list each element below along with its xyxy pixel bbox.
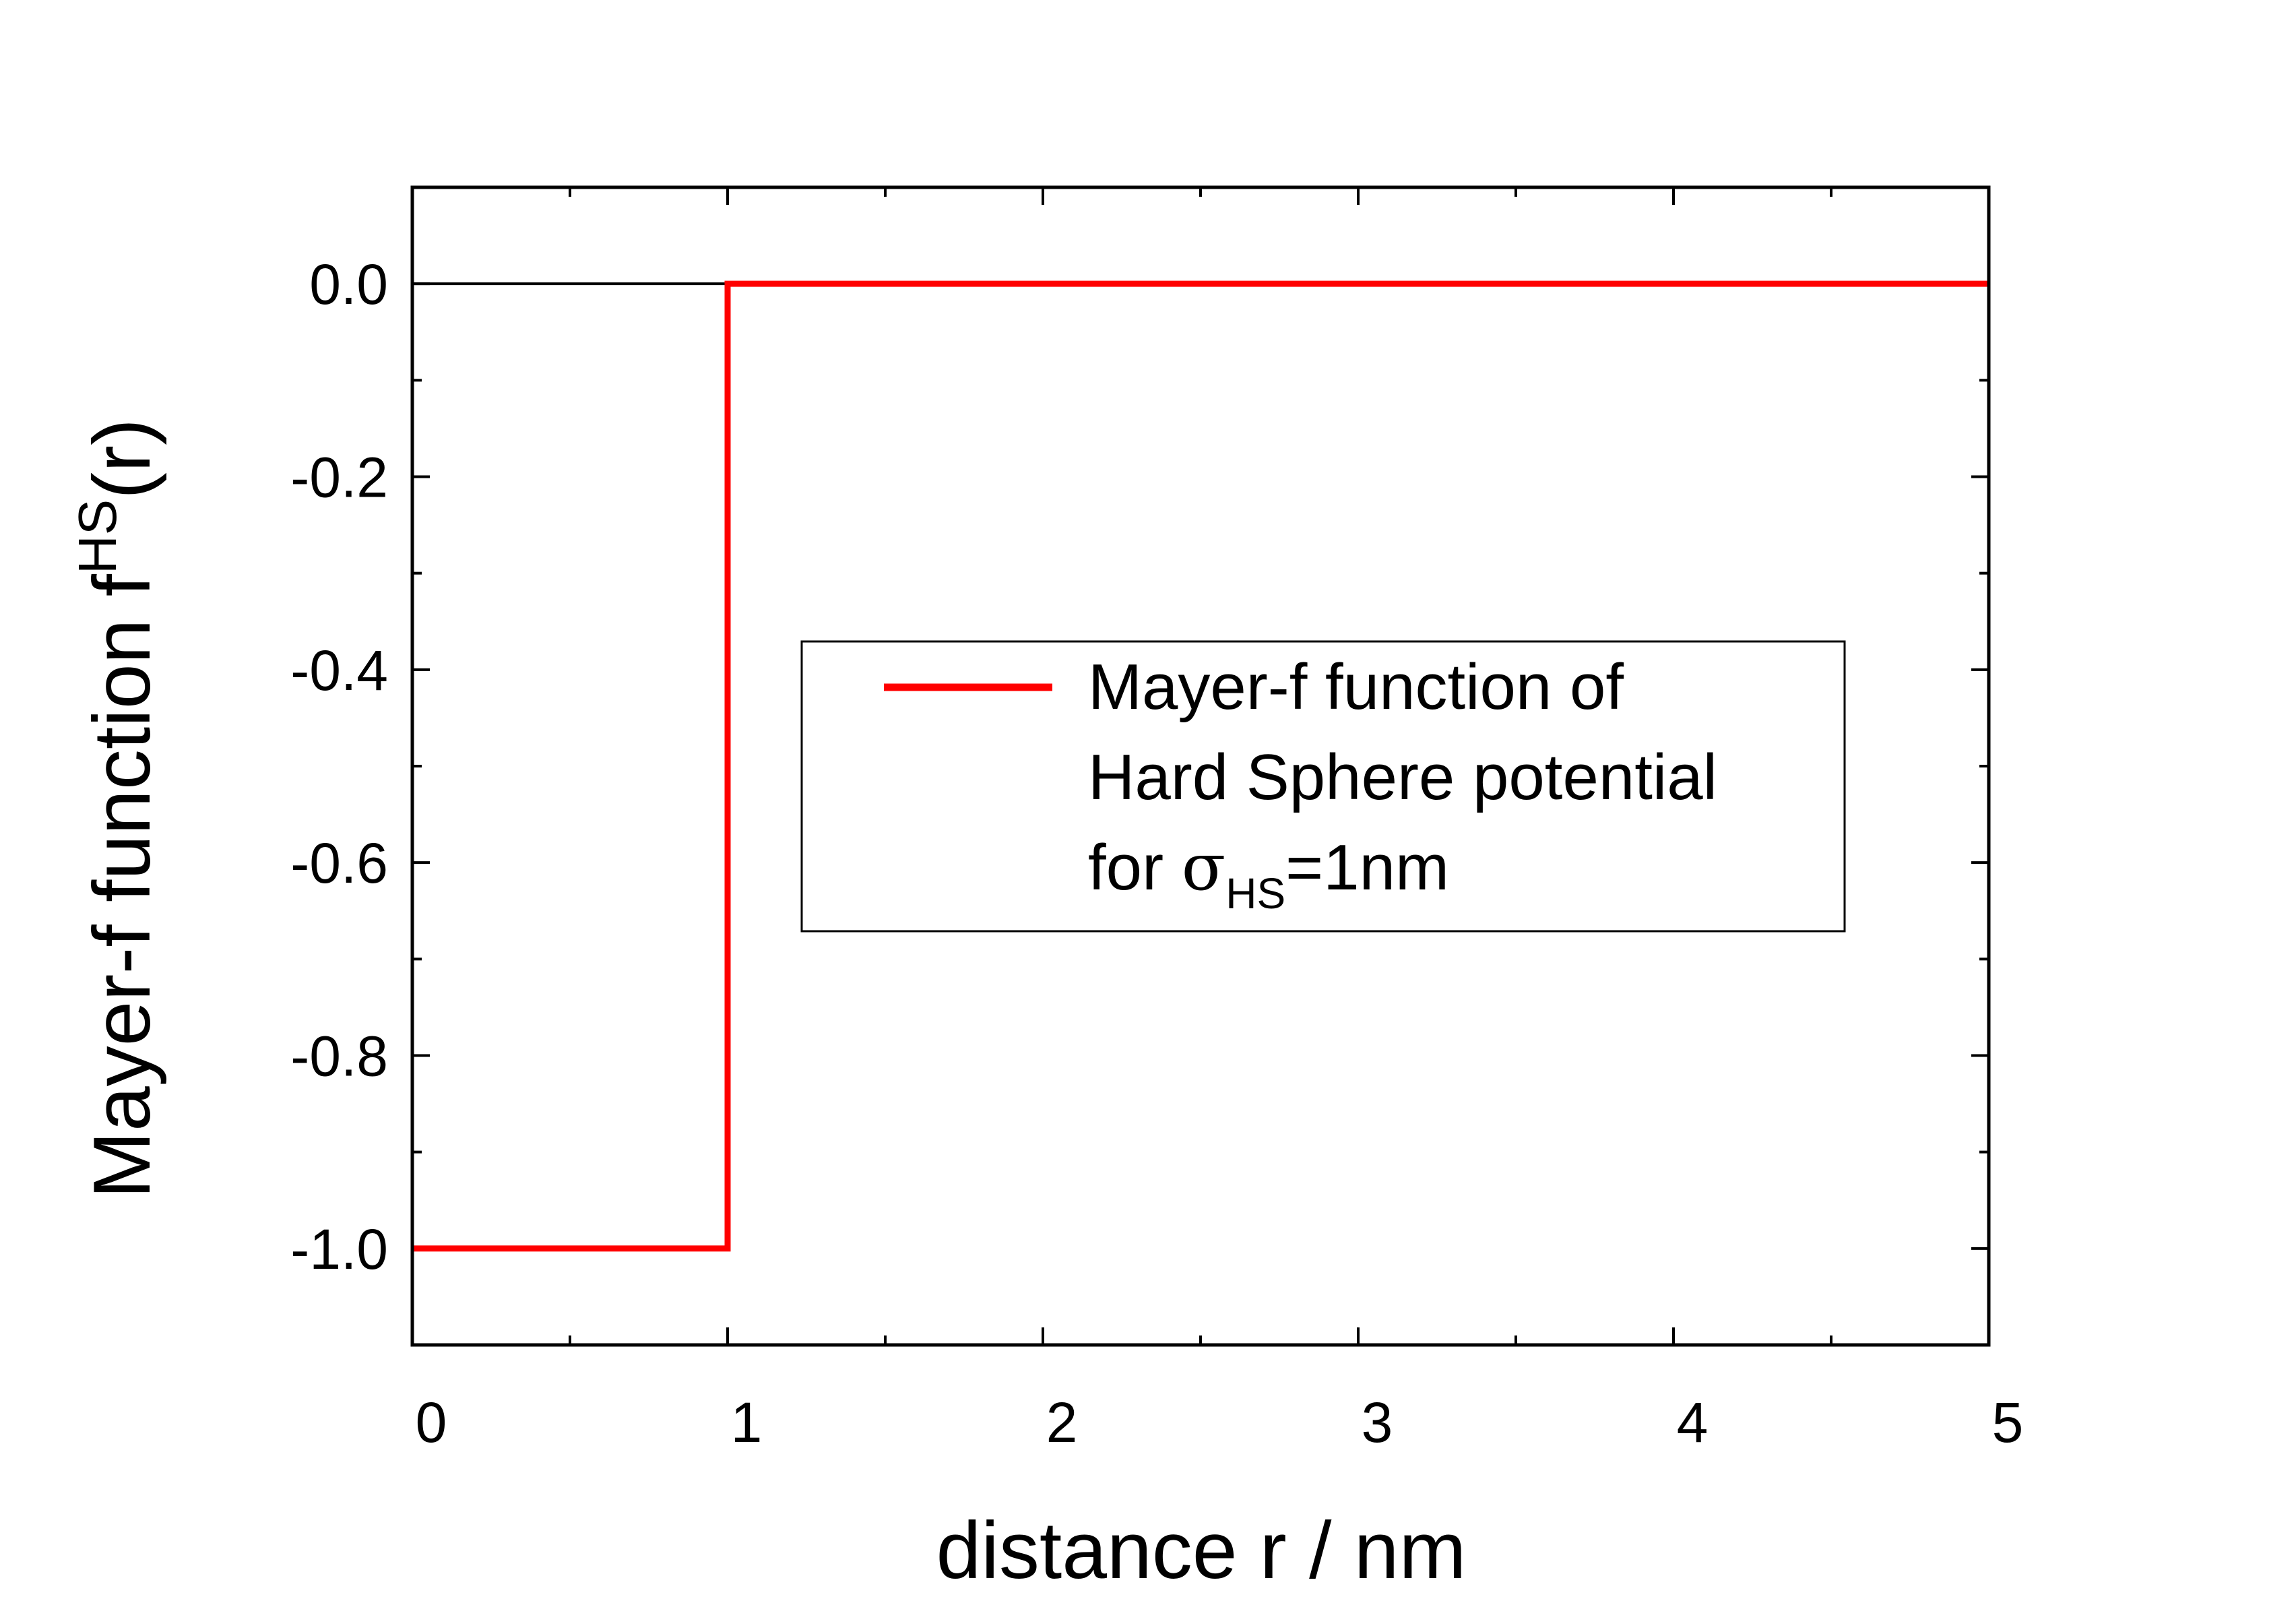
- y-axis-title: Mayer-f function fHS(r): [67, 418, 167, 1199]
- legend-sigma-subscript: HS: [1225, 869, 1285, 918]
- legend-line-3: for σHS=1nm: [1088, 829, 1449, 918]
- x-tick-label: 5: [1992, 1391, 2024, 1454]
- x-tick-labels: 0 1 2 3 4 5: [416, 1391, 2024, 1454]
- legend-line-3-suffix: =1nm: [1285, 831, 1449, 904]
- y-axis-title-suffix: (r): [77, 418, 167, 499]
- legend-line-1: Mayer-f function of: [1088, 651, 1624, 723]
- x-tick-label: 3: [1362, 1391, 1393, 1454]
- x-tick-label: 1: [731, 1391, 763, 1454]
- x-tick-label: 4: [1677, 1391, 1709, 1454]
- y-tick-labels: 0.0 -0.2 -0.4 -0.6 -0.8 -1.0: [290, 253, 388, 1281]
- legend-line-2: Hard Sphere potential: [1088, 741, 1717, 813]
- y-tick-label: -0.2: [290, 446, 388, 509]
- x-axis-title: distance r / nm: [936, 1505, 1467, 1596]
- y-axis-title-main: Mayer-f function f: [77, 573, 167, 1199]
- legend-line-3-prefix: for: [1088, 831, 1182, 904]
- y-axis-title-superscript: HS: [67, 499, 127, 574]
- x-tick-label: 2: [1046, 1391, 1078, 1454]
- y-tick-label: -0.4: [290, 639, 388, 702]
- legend: Mayer-f function of Hard Sphere potentia…: [800, 640, 1846, 933]
- x-tick-label: 0: [416, 1391, 447, 1454]
- y-tick-label: -0.6: [290, 831, 388, 895]
- plot-frame: [410, 185, 1991, 1347]
- y-tick-label: -0.8: [290, 1025, 388, 1088]
- series-line-mayer-f: [412, 280, 1989, 1252]
- y-tick-label: 0.0: [309, 253, 388, 316]
- y-tick-label: -1.0: [290, 1218, 388, 1281]
- legend-sigma-symbol: σ: [1182, 829, 1226, 905]
